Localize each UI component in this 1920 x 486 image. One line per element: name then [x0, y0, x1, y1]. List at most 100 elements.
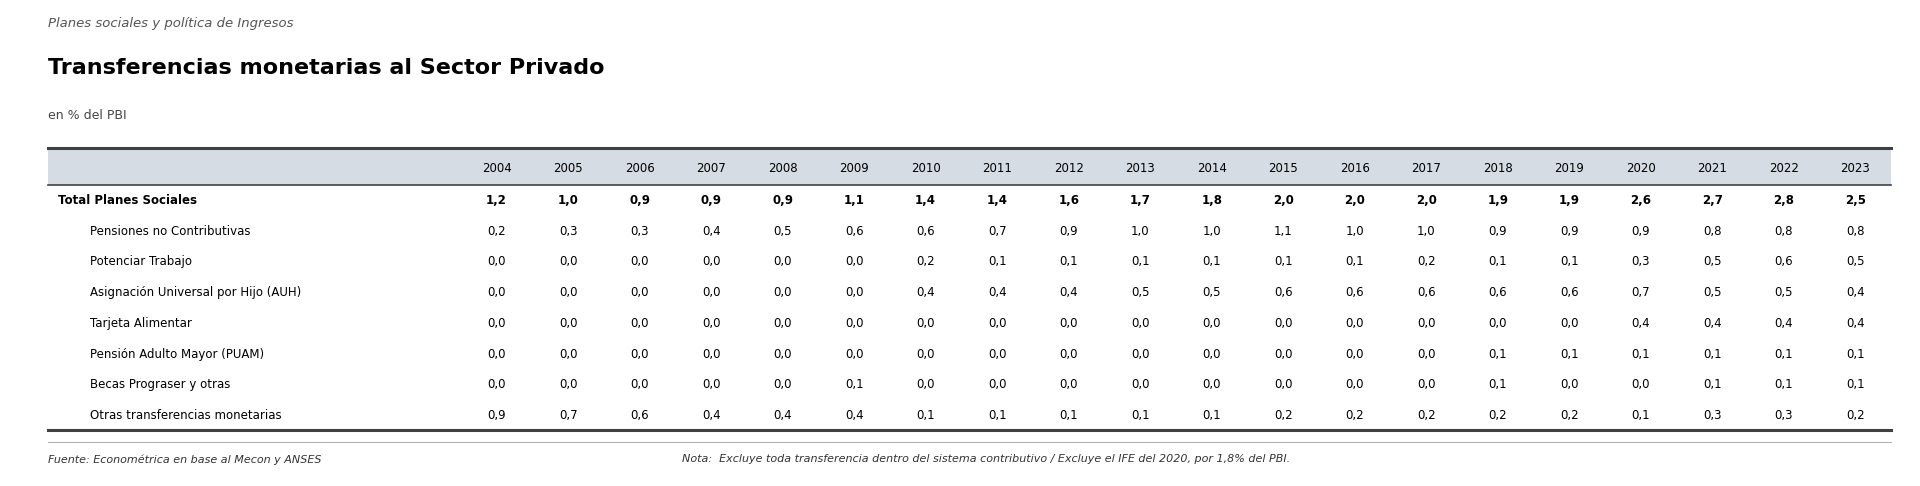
Text: 0,6: 0,6 [1774, 256, 1793, 268]
Text: 0,0: 0,0 [1060, 378, 1077, 391]
Text: 0,4: 0,4 [1703, 317, 1722, 330]
Text: 0,8: 0,8 [1703, 225, 1722, 238]
Text: 0,0: 0,0 [703, 317, 720, 330]
Text: 2016: 2016 [1340, 162, 1369, 175]
Text: 2,8: 2,8 [1774, 194, 1795, 207]
Text: 0,8: 0,8 [1847, 225, 1864, 238]
Text: 0,1: 0,1 [1346, 256, 1363, 268]
Text: 2022: 2022 [1768, 162, 1799, 175]
Text: 0,4: 0,4 [1847, 317, 1864, 330]
Text: 0,0: 0,0 [1060, 317, 1077, 330]
Text: 2005: 2005 [553, 162, 584, 175]
Text: 0,4: 0,4 [1060, 286, 1077, 299]
Text: Otras transferencias monetarias: Otras transferencias monetarias [90, 409, 282, 422]
Text: 0,0: 0,0 [774, 256, 791, 268]
Text: 0,0: 0,0 [488, 317, 505, 330]
Text: 0,8: 0,8 [1774, 225, 1793, 238]
Text: 1,4: 1,4 [987, 194, 1008, 207]
Text: 1,7: 1,7 [1129, 194, 1150, 207]
Text: 0,0: 0,0 [1275, 378, 1292, 391]
Text: 0,0: 0,0 [916, 378, 935, 391]
Text: Becas Prograser y otras: Becas Prograser y otras [90, 378, 230, 391]
Text: 2017: 2017 [1411, 162, 1442, 175]
Text: 0,0: 0,0 [559, 317, 578, 330]
Text: 0,2: 0,2 [1346, 409, 1363, 422]
Text: 0,0: 0,0 [1275, 317, 1292, 330]
Text: 1,0: 1,0 [1417, 225, 1436, 238]
Text: 2,0: 2,0 [1273, 194, 1294, 207]
Text: 0,0: 0,0 [989, 378, 1006, 391]
Text: 0,0: 0,0 [774, 317, 791, 330]
Bar [48, 148, 1891, 185]
Text: 2,0: 2,0 [1344, 194, 1365, 207]
Text: 0,9: 0,9 [1632, 225, 1649, 238]
Text: 1,2: 1,2 [486, 194, 507, 207]
Text: 0,6: 0,6 [1417, 286, 1436, 299]
Text: 0,2: 0,2 [488, 225, 505, 238]
Text: 0,3: 0,3 [1632, 256, 1649, 268]
Text: 0,1: 0,1 [1703, 347, 1722, 361]
Text: 0,9: 0,9 [1561, 225, 1578, 238]
Text: 0,1: 0,1 [1131, 256, 1150, 268]
Text: Nota:  Excluye toda transferencia dentro del sistema contributivo / Excluye el I: Nota: Excluye toda transferencia dentro … [682, 454, 1290, 465]
Text: 0,0: 0,0 [1417, 317, 1436, 330]
Text: 0,3: 0,3 [630, 225, 649, 238]
Text: 0,7: 0,7 [1632, 286, 1649, 299]
Text: 0,0: 0,0 [703, 256, 720, 268]
Text: 0,4: 0,4 [774, 409, 791, 422]
Text: 0,4: 0,4 [703, 409, 720, 422]
Text: 2,6: 2,6 [1630, 194, 1651, 207]
Text: 0,1: 0,1 [1632, 347, 1649, 361]
Text: 0,9: 0,9 [630, 194, 651, 207]
Text: 0,0: 0,0 [1561, 317, 1578, 330]
Text: 0,0: 0,0 [845, 317, 864, 330]
Text: 0,2: 0,2 [1417, 409, 1436, 422]
Text: Planes sociales y política de Ingresos: Planes sociales y política de Ingresos [48, 17, 294, 30]
Text: 2013: 2013 [1125, 162, 1156, 175]
Text: 0,1: 0,1 [1561, 256, 1578, 268]
Text: 2014: 2014 [1196, 162, 1227, 175]
Text: 0,5: 0,5 [774, 225, 791, 238]
Text: en % del PBI: en % del PBI [48, 109, 127, 122]
Text: 0,4: 0,4 [845, 409, 864, 422]
Text: 0,0: 0,0 [630, 347, 649, 361]
Text: 0,5: 0,5 [1847, 256, 1864, 268]
Text: 0,1: 0,1 [1488, 347, 1507, 361]
Text: 2007: 2007 [697, 162, 726, 175]
Text: 0,0: 0,0 [1346, 317, 1363, 330]
Text: 2,7: 2,7 [1701, 194, 1722, 207]
Text: 0,0: 0,0 [1060, 347, 1077, 361]
Text: 0,1: 0,1 [1703, 378, 1722, 391]
Text: 0,1: 0,1 [916, 409, 935, 422]
Text: 1,4: 1,4 [916, 194, 937, 207]
Text: 2008: 2008 [768, 162, 797, 175]
Text: 0,0: 0,0 [1202, 317, 1221, 330]
Text: 1,0: 1,0 [1346, 225, 1363, 238]
Text: 0,0: 0,0 [1561, 378, 1578, 391]
Text: Total Planes Sociales: Total Planes Sociales [58, 194, 196, 207]
Text: 0,1: 0,1 [1060, 409, 1077, 422]
Text: 2012: 2012 [1054, 162, 1083, 175]
Text: 0,2: 0,2 [916, 256, 935, 268]
Text: 0,1: 0,1 [1847, 347, 1864, 361]
Text: 0,5: 0,5 [1131, 286, 1150, 299]
Text: 0,3: 0,3 [559, 225, 578, 238]
Text: 0,2: 0,2 [1488, 409, 1507, 422]
Text: 0,9: 0,9 [1488, 225, 1507, 238]
Text: 0,0: 0,0 [488, 347, 505, 361]
Text: 0,0: 0,0 [630, 256, 649, 268]
Text: 2006: 2006 [624, 162, 655, 175]
Text: 0,4: 0,4 [916, 286, 935, 299]
Text: 0,9: 0,9 [488, 409, 505, 422]
Text: 0,0: 0,0 [1632, 378, 1649, 391]
Text: 0,0: 0,0 [559, 347, 578, 361]
Text: 1,8: 1,8 [1202, 194, 1223, 207]
Text: 0,1: 0,1 [1774, 347, 1793, 361]
Text: 2021: 2021 [1697, 162, 1728, 175]
Text: 0,1: 0,1 [1488, 256, 1507, 268]
Text: Pensión Adulto Mayor (PUAM): Pensión Adulto Mayor (PUAM) [90, 347, 265, 361]
Text: 0,0: 0,0 [630, 378, 649, 391]
Text: 0,4: 0,4 [1847, 286, 1864, 299]
Text: 0,9: 0,9 [701, 194, 722, 207]
Text: 0,0: 0,0 [1346, 378, 1363, 391]
